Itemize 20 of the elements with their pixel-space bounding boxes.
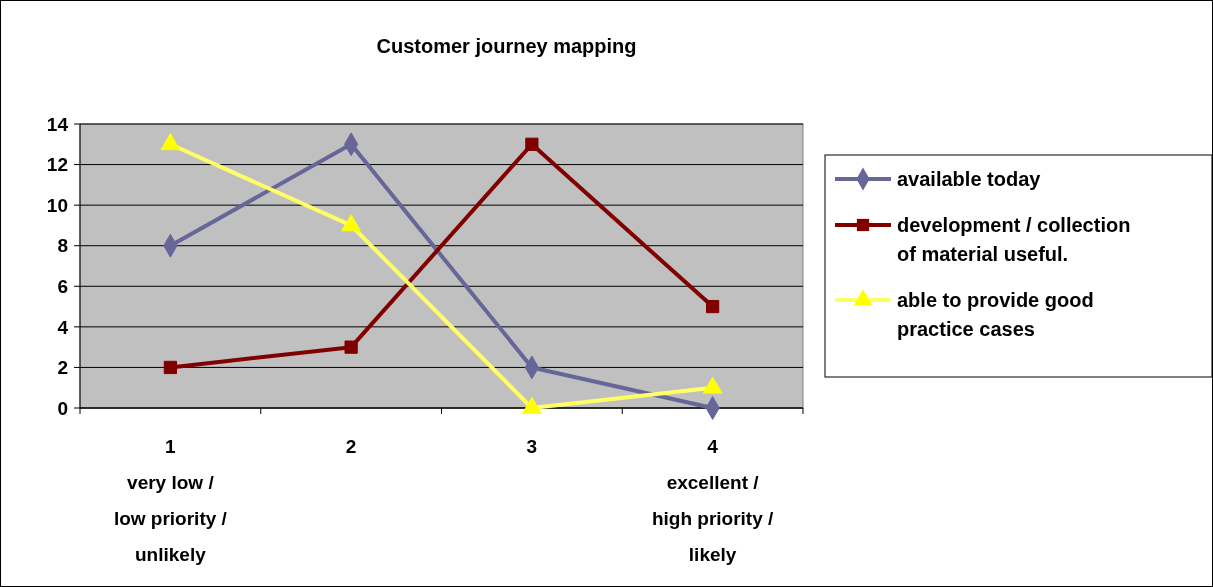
x-tick-label: 3 (526, 436, 538, 457)
point (344, 340, 358, 354)
y-tick-label: 14 (46, 113, 69, 135)
y-tick-label: 8 (57, 235, 68, 257)
point (706, 299, 720, 314)
y-tick-label: 6 (57, 275, 68, 297)
y-tick-label: 4 (57, 316, 69, 338)
x-tick-label: 2 (345, 436, 357, 457)
x-tick-label: 4 excellent / high priority / likely (651, 436, 775, 565)
point (163, 360, 177, 375)
y-tick-label: 12 (46, 154, 68, 176)
y-tick-label: 2 (57, 357, 68, 379)
point (525, 137, 539, 151)
legend-label: available today (897, 168, 1042, 190)
legend-label: development / collection of material useful. (897, 214, 1131, 265)
x-tick-label: 1 very low / low priority / unlikely (113, 436, 228, 565)
chart-title: Customer journey mapping (376, 35, 637, 57)
y-tick-label: 10 (46, 194, 68, 216)
y-tick-label: 0 (57, 397, 68, 419)
legend-label: able to provide good practice cases (897, 289, 1094, 340)
